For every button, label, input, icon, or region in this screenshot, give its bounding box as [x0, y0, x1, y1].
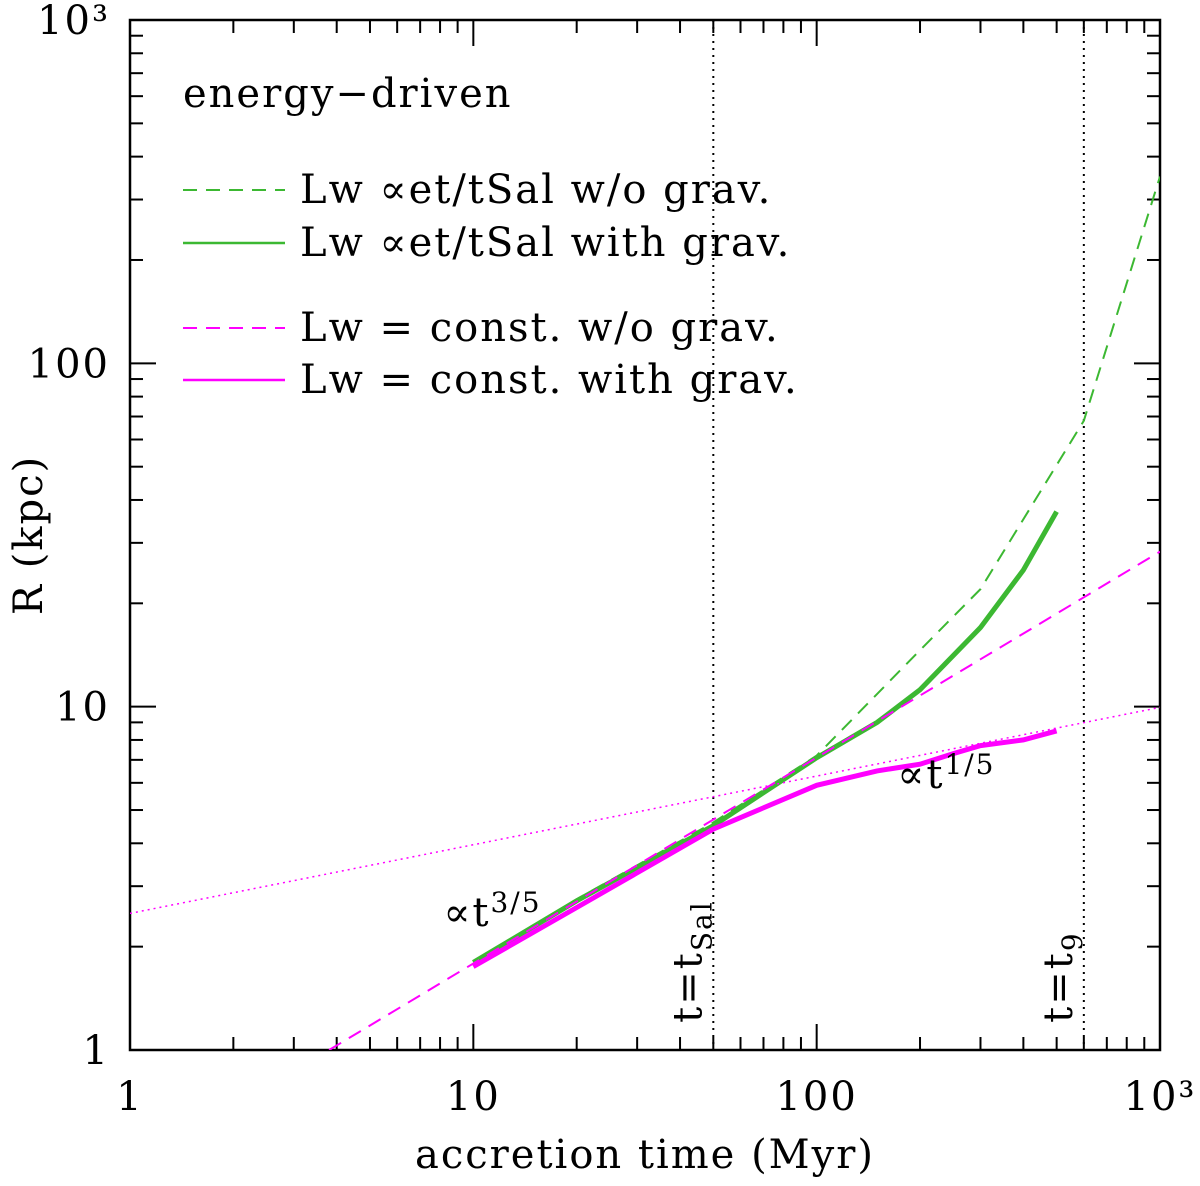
annotation: t=t9	[1036, 931, 1089, 1023]
legend-label: Lw ∝et/tSal w/o grav.	[300, 167, 772, 213]
line	[472, 510, 1059, 965]
x-tick-label: 10	[446, 1074, 501, 1120]
annotation: ∝t1/5	[897, 748, 995, 798]
y-tick-label: 100	[28, 341, 110, 387]
legend-title: energy−driven	[183, 71, 513, 117]
annotation-text: ∝t	[443, 890, 490, 936]
x-tick-label: 10³	[1124, 1074, 1197, 1120]
legend-label: Lw ∝et/tSal with grav.	[300, 220, 791, 266]
annotation-sup: 3/5	[490, 886, 541, 919]
y-axis-label: R (kpc)	[6, 455, 52, 615]
y-tick-label: 10³	[37, 0, 110, 44]
annotation-text: t=t	[1036, 951, 1082, 1023]
legend-label: Lw = const. w/o grav.	[300, 305, 780, 351]
annotation-text: ∝t	[897, 752, 944, 798]
x-tick-label: 100	[775, 1074, 857, 1120]
line	[472, 728, 1058, 969]
annotation-sub: Sal	[685, 900, 718, 951]
y-tick-label: 10	[55, 685, 110, 731]
annotation-text: t=t	[665, 951, 711, 1023]
annotation-sup: 1/5	[944, 748, 995, 781]
x-tick-label: 1	[116, 1074, 143, 1120]
y-tick-label: 1	[83, 1028, 110, 1074]
annotation: t=tSal	[665, 900, 718, 1023]
x-axis-label: accretion time (Myr)	[415, 1132, 875, 1178]
annotation: ∝t3/5	[443, 886, 541, 936]
line	[328, 550, 1160, 1050]
line	[472, 176, 1160, 964]
legend-label: Lw = const. with grav.	[300, 357, 799, 403]
plot-frame	[128, 18, 1162, 1052]
line	[130, 706, 1160, 915]
annotation-sub: 9	[1056, 931, 1089, 951]
